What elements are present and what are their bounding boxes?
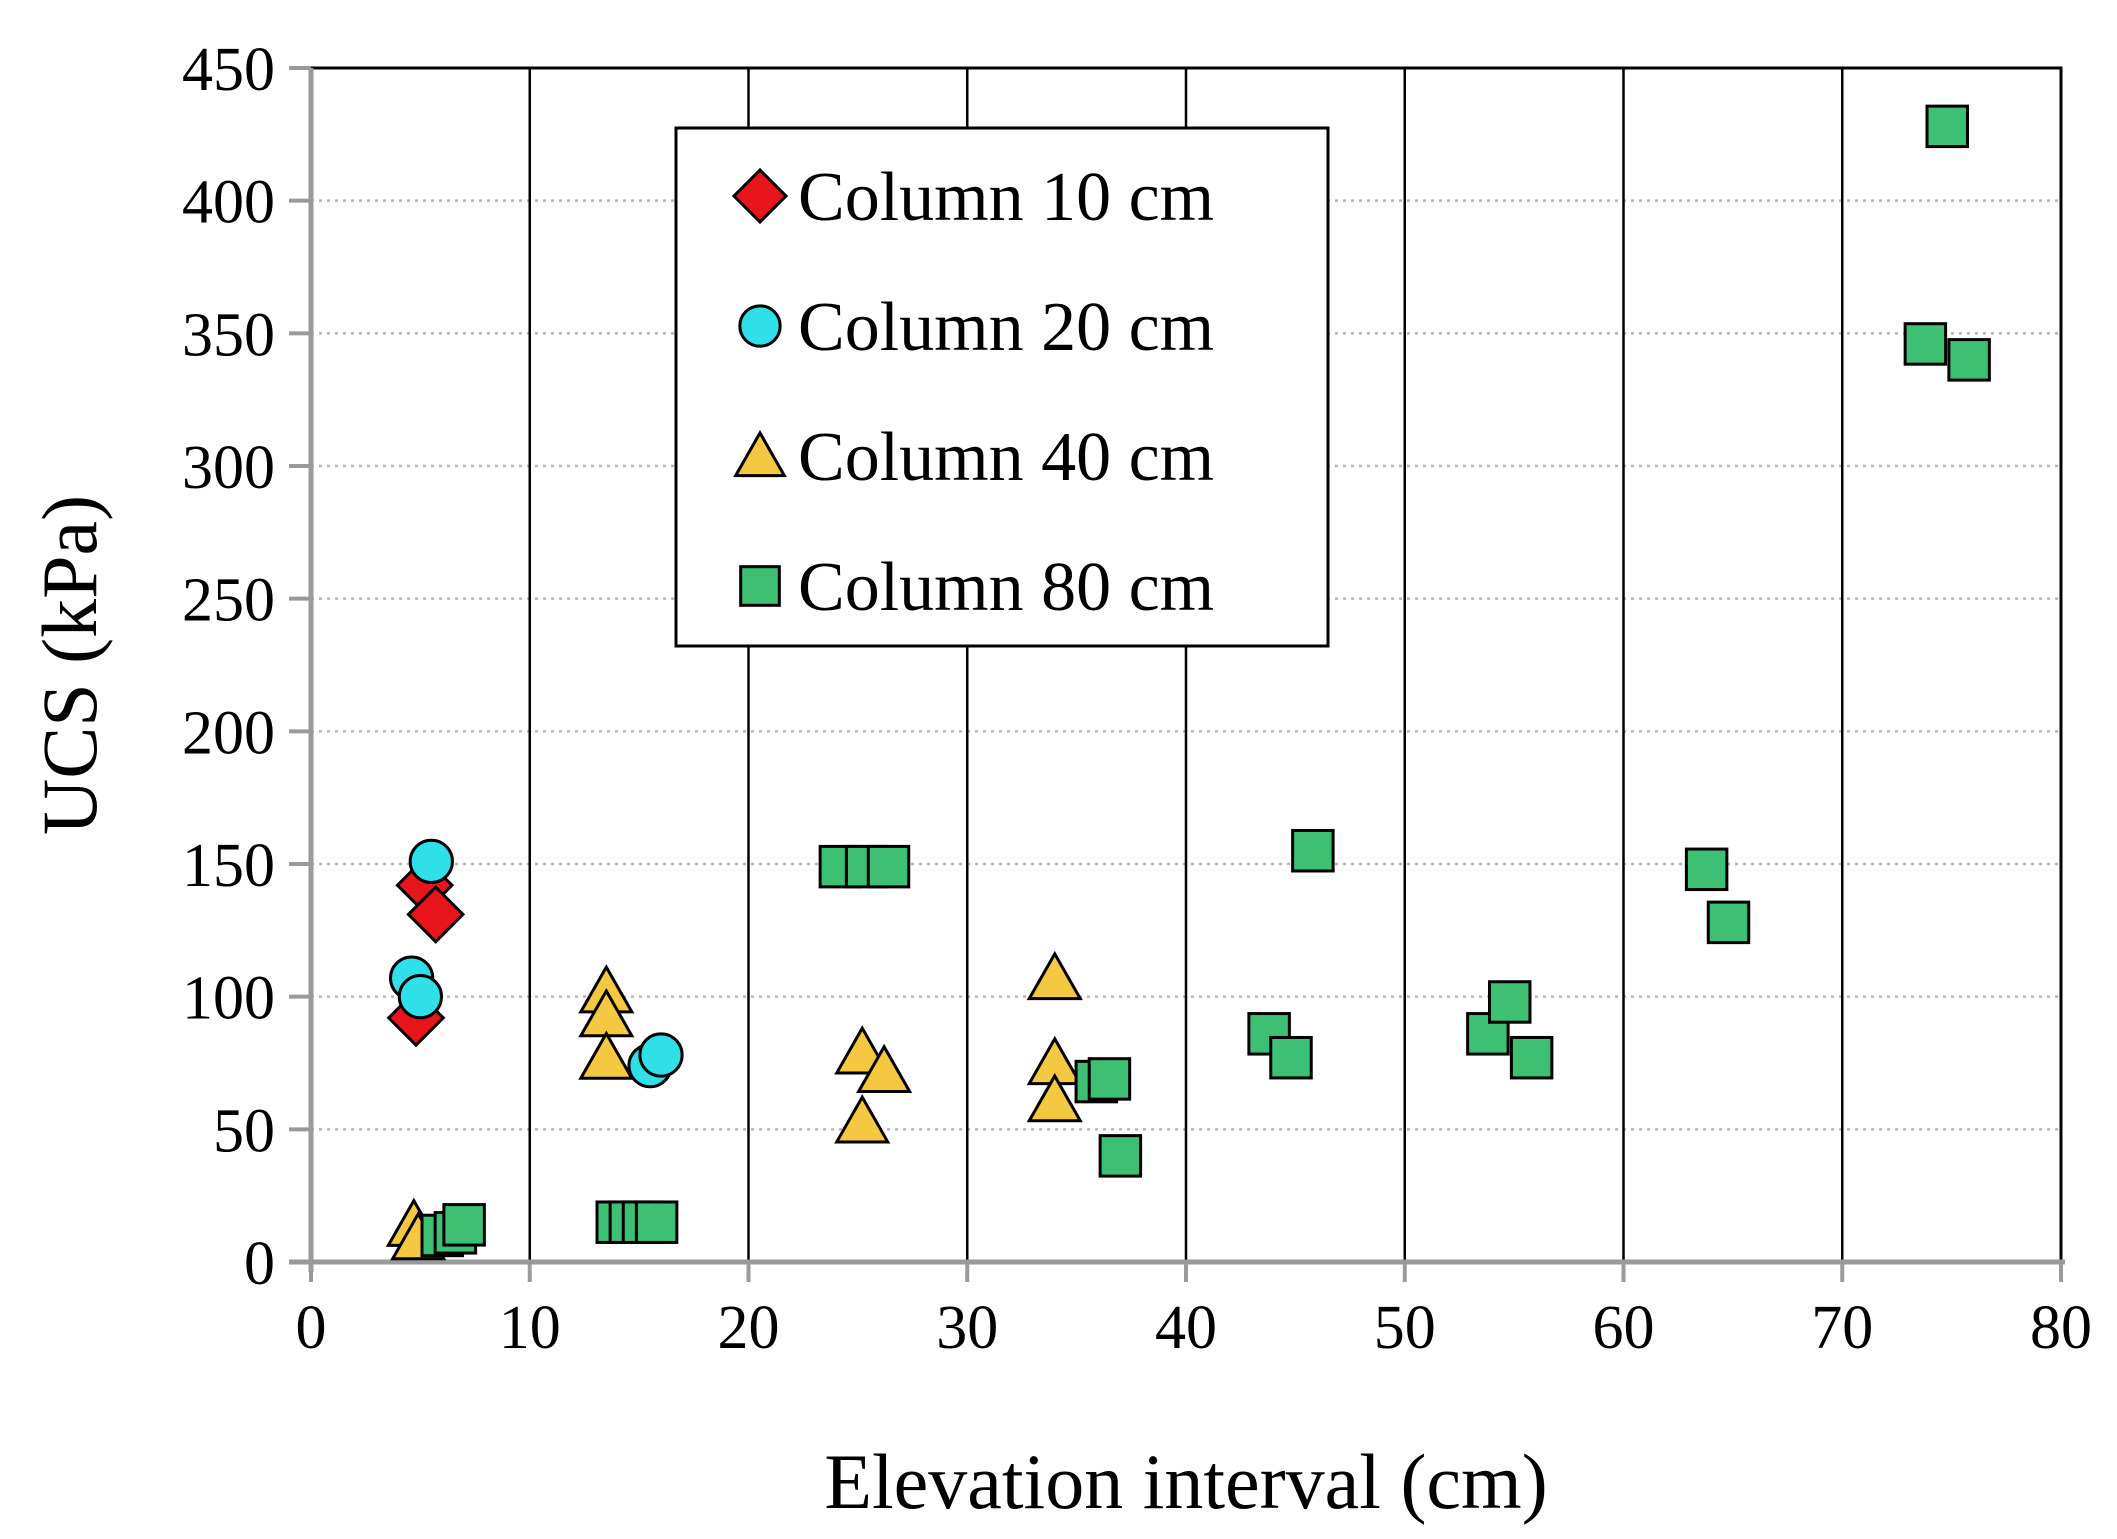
- y-tick-label: 150: [182, 832, 275, 900]
- legend-label: Column 20 cm: [798, 289, 1214, 366]
- y-tick-label: 350: [182, 301, 275, 369]
- legend-label: Column 10 cm: [798, 159, 1214, 236]
- data-point: [1925, 104, 1969, 149]
- data-point: [1903, 322, 1948, 366]
- y-tick-label: 0: [244, 1230, 275, 1298]
- data-point: [578, 1030, 635, 1080]
- data-point: [397, 974, 443, 1020]
- legend: Column 10 cm Column 20 cm Column 40 cm Colu…: [674, 126, 1330, 648]
- legend-marker: [733, 429, 787, 478]
- data-point: [1684, 847, 1729, 892]
- legend-box: [674, 126, 1330, 648]
- legend-label: Column 40 cm: [798, 419, 1214, 496]
- y-tick-label: 100: [182, 965, 275, 1033]
- legend-label: Column 80 cm: [798, 549, 1214, 626]
- data-point: [406, 885, 466, 944]
- data-point: [1269, 1035, 1313, 1080]
- x-tick-label: 80: [2030, 1294, 2092, 1362]
- x-tick-label: 70: [1811, 1294, 1873, 1362]
- x-tick-label: 0: [296, 1294, 327, 1362]
- grid: [311, 68, 2061, 1262]
- x-tick-label: 60: [1593, 1294, 1655, 1362]
- y-tick-label: 250: [182, 567, 275, 635]
- legend-marker: [739, 565, 781, 607]
- data-point: [408, 838, 454, 884]
- data-point: [1291, 828, 1335, 873]
- data-point: [442, 1203, 486, 1247]
- x-tick-label: 40: [1155, 1294, 1217, 1362]
- x-tick-label: 10: [499, 1294, 561, 1362]
- data-point: [1026, 1072, 1083, 1123]
- data-point: [1087, 1057, 1132, 1101]
- data-point: [834, 1094, 891, 1144]
- data-point: [1026, 950, 1083, 1001]
- data-point: [1509, 1035, 1554, 1080]
- data-point: [866, 844, 911, 889]
- data-point: [1947, 338, 1991, 382]
- x-tick-label: 50: [1374, 1294, 1436, 1362]
- x-axis-title: Elevation interval (cm): [824, 1438, 1547, 1525]
- y-tick-label: 200: [182, 699, 275, 767]
- data-point: [1247, 1012, 1291, 1056]
- data-marks: [385, 104, 1991, 1261]
- y-tick-label: 300: [182, 434, 275, 502]
- y-tick-label: 400: [182, 169, 275, 237]
- data-point: [1098, 1134, 1143, 1178]
- axes: 0 50 100 150 200 250 300 350 400 450 0 10 20 30 40 50 60…: [182, 36, 2092, 1362]
- x-tick-label: 30: [936, 1294, 998, 1362]
- data-point: [638, 1032, 684, 1078]
- y-tick-label: 50: [213, 1097, 275, 1165]
- data-point: [856, 1043, 913, 1094]
- legend-marker: [731, 167, 789, 225]
- data-point: [1706, 900, 1751, 945]
- y-tick-label: 450: [182, 36, 275, 104]
- y-axis-title: UCS (kPa): [26, 495, 113, 835]
- legend-marker: [738, 304, 782, 348]
- data-point: [634, 1200, 679, 1244]
- x-tick-label: 20: [718, 1294, 780, 1362]
- data-point: [1488, 980, 1532, 1024]
